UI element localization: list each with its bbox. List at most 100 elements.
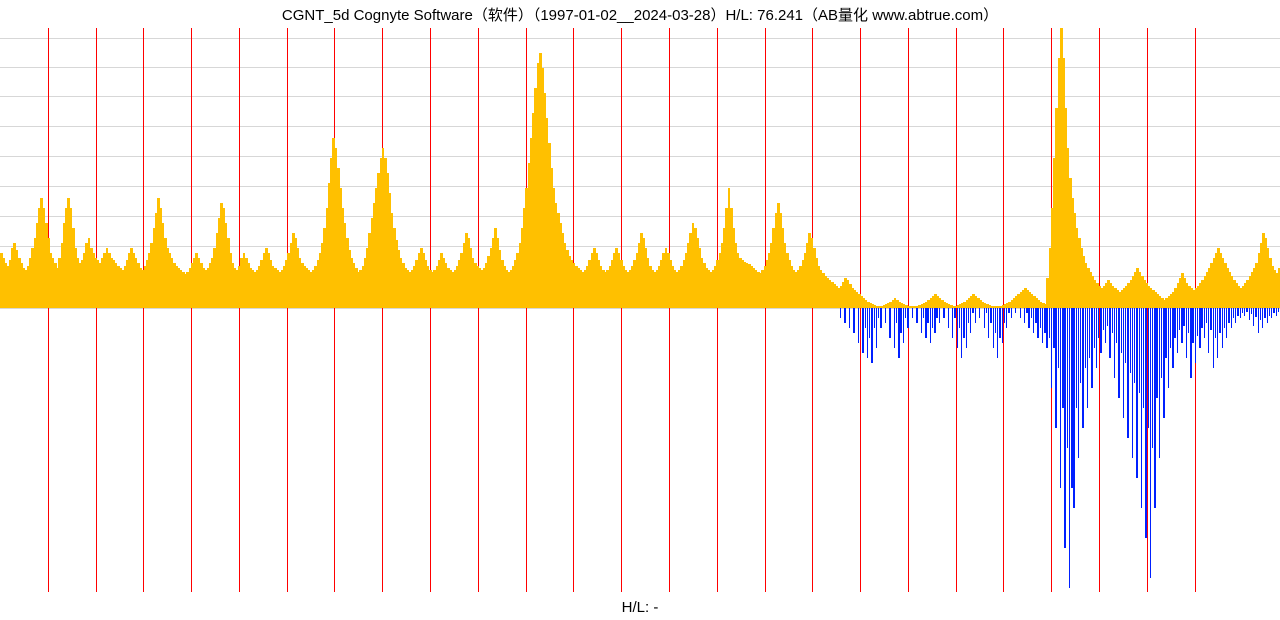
negative-bar [1260,308,1261,320]
negative-bar [900,308,901,333]
negative-bar [939,308,940,323]
negative-bar [972,308,973,313]
negative-bar [903,308,904,343]
negative-bar [862,308,863,353]
negative-bar [1143,308,1144,408]
negative-bar [1118,308,1119,398]
negative-bar [1071,308,1072,488]
negative-bar [1148,308,1149,428]
negative-bar [975,308,976,323]
negative-bar [963,308,964,338]
negative-bar [934,308,935,333]
negative-bar [1139,308,1140,393]
negative-bar [1040,308,1041,328]
negative-bar [1213,308,1214,368]
negative-bar [1163,308,1164,418]
chart-footer: H/L: - [0,599,1280,616]
negative-bar [948,308,949,328]
negative-bar [1107,308,1108,326]
negative-bar [1204,308,1205,338]
chart-title: CGNT_5d Cognyte Software（软件）（1997-01-02_… [0,4,1280,25]
negative-bar [1258,308,1259,333]
negative-bar [1080,308,1081,383]
negative-bar [1089,308,1090,358]
negative-bar [905,308,906,318]
negative-bar [1161,308,1162,378]
negative-bar [1237,308,1238,316]
negative-bar [1004,308,1005,323]
negative-bar [907,308,908,328]
negative-bar [970,308,971,333]
negative-bar [1094,308,1095,348]
negative-bar [865,308,866,328]
negative-bar [1046,308,1047,348]
negative-bar [1042,308,1043,343]
negative-bar [1156,308,1157,398]
negative-bar [844,308,845,323]
negative-bar [1031,308,1032,318]
negative-bar [1006,308,1007,328]
negative-bar [993,308,994,348]
negative-bar [1242,308,1243,313]
negative-bar [1244,308,1245,316]
negative-bar [880,308,881,328]
negative-bar [874,308,875,328]
negative-bar [1026,308,1027,313]
negative-bar [885,308,886,323]
negative-bar [894,308,895,348]
negative-bar [878,308,879,318]
negative-bar [1165,308,1166,358]
negative-bar [968,308,969,323]
negative-bar [957,308,958,348]
negative-bar [1255,308,1256,317]
negative-bar [867,308,868,358]
negative-bar [1186,308,1187,358]
negative-bar [1231,308,1232,328]
negative-bar [912,308,913,318]
negative-bar [876,308,877,348]
stock-chart [0,28,1280,592]
negative-bar [1177,308,1178,353]
negative-bar [1174,308,1175,338]
negative-bar [1049,308,1050,338]
negative-bar [1206,308,1207,323]
negative-bar [1011,308,1012,318]
negative-bar [990,308,991,323]
negative-bar [1159,308,1160,458]
negative-bar [1192,308,1193,343]
negative-bar [1100,308,1101,353]
negative-bar [1078,308,1079,458]
negative-bar [1276,308,1277,316]
negative-bar [1067,308,1068,448]
negative-bar [1273,308,1274,313]
negative-bar [869,308,870,338]
negative-bar [1103,308,1104,330]
negative-bar [1269,308,1270,316]
negative-bar [1264,308,1265,318]
negative-bar [1141,308,1142,508]
negative-bar [943,308,944,318]
negative-bar [1044,308,1045,333]
negative-bar [1251,308,1252,314]
negative-bar [1199,308,1200,348]
negative-bar [1028,308,1029,328]
negative-bar [858,308,859,343]
negative-bar [1085,308,1086,368]
negative-bar [999,308,1000,338]
negative-bar [1170,308,1171,348]
negative-bar [1181,308,1182,343]
negative-bar [997,308,998,358]
negative-bar [1116,308,1117,343]
negative-bar [1249,308,1250,320]
negative-bar [959,308,960,328]
negative-bar [932,308,933,328]
negative-bar [921,308,922,333]
negative-bar [966,308,967,348]
negative-bar [1262,308,1263,328]
negative-bar [1136,308,1137,478]
negative-bar [840,308,841,318]
negative-bar [1233,308,1234,318]
negative-bar [1127,308,1128,438]
negative-bar [1087,308,1088,408]
negative-bar [1035,308,1036,323]
